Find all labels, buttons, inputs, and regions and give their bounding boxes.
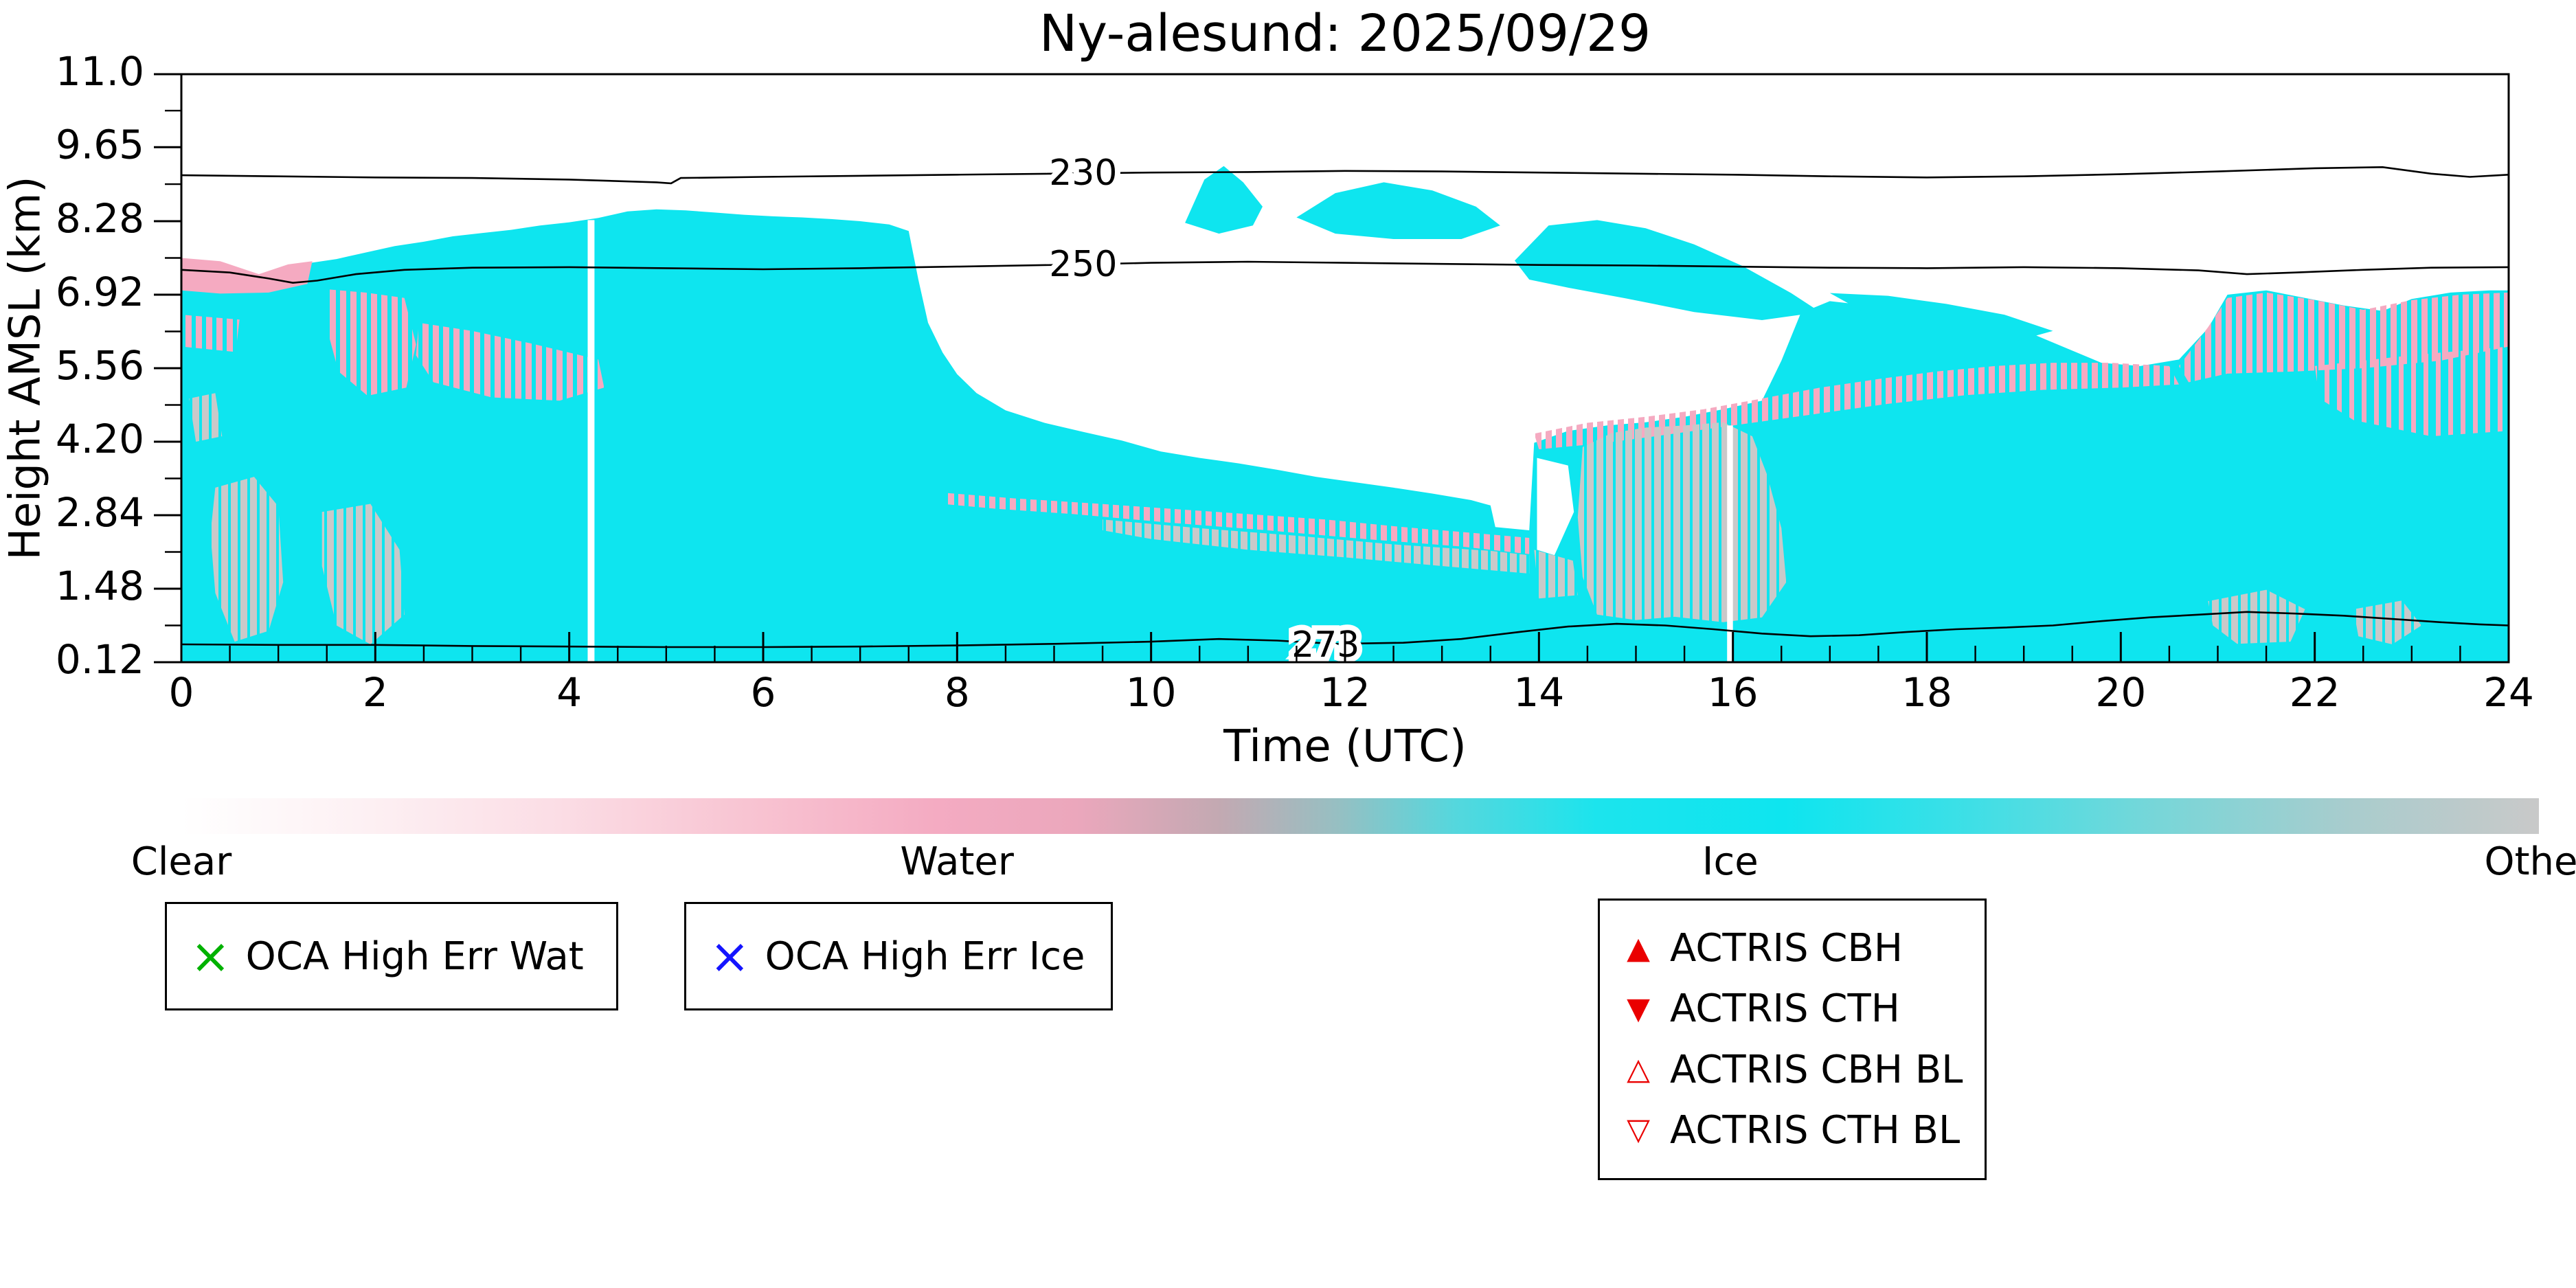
x-tick-label: 6 xyxy=(751,669,776,716)
contour-label-250: 250 xyxy=(1049,244,1117,285)
colorbar-label-ice: Ice xyxy=(1702,839,1759,884)
legend-row-cth: ▼ ACTRIS CTH xyxy=(1620,986,1900,1031)
clear-gap-1 xyxy=(587,220,595,662)
legend-label-cth-bl: ACTRIS CTH BL xyxy=(1670,1107,1961,1153)
x-tick-label: 22 xyxy=(2290,669,2340,716)
y-tick-label: 6.92 xyxy=(56,269,144,315)
legend-label-cbh: ACTRIS CBH xyxy=(1670,926,1903,971)
other-right-2 xyxy=(2353,600,2421,644)
x-tick-label: 2 xyxy=(363,669,388,716)
x-marker-blue-icon: × xyxy=(710,928,750,984)
y-tick-label: 4.20 xyxy=(56,416,144,462)
legend-oca-ice: × OCA High Err Ice xyxy=(684,902,1113,1010)
colorbar xyxy=(181,798,2539,834)
x-tick-label: 10 xyxy=(1126,669,1177,716)
x-tick-label: 16 xyxy=(1708,669,1759,716)
x-tick-label: 14 xyxy=(1513,669,1564,716)
axes-frame xyxy=(180,73,2510,664)
ice-patch-3 xyxy=(1515,220,1820,320)
other-mid-left xyxy=(1534,550,1578,599)
y-tick-label: 8.28 xyxy=(56,195,144,242)
triangle-down-open-icon: ▽ xyxy=(1627,1112,1650,1148)
ice-main xyxy=(181,209,2509,662)
y-tick-label: 5.56 xyxy=(56,342,144,389)
y-tick-label: 11.0 xyxy=(56,48,144,95)
clear-notch xyxy=(1537,457,1574,556)
y-axis-label: Height AMSL (km) xyxy=(0,176,50,561)
colorbar-label-water: Water xyxy=(900,839,1014,884)
x-tick-label: 0 xyxy=(169,669,194,716)
y-tick-label: 2.84 xyxy=(56,489,144,536)
y-tick-label: 1.48 xyxy=(56,563,144,609)
other-mid-big xyxy=(1577,422,1787,622)
legend-row-cbh-bl: △ ACTRIS CBH BL xyxy=(1620,1048,1963,1092)
x-axis-label: Time (UTC) xyxy=(1223,721,1467,772)
other-right-1 xyxy=(2208,589,2305,644)
x-tick-label: 20 xyxy=(2095,669,2146,716)
x-tick-label: 12 xyxy=(1320,669,1370,716)
y-tick-label: 0.12 xyxy=(56,636,144,683)
x-marker-green-icon: × xyxy=(190,928,231,984)
legend-label-cbh-bl: ACTRIS CBH BL xyxy=(1670,1047,1963,1092)
x-tick-label: 24 xyxy=(2483,669,2534,716)
triangle-down-filled-icon: ▼ xyxy=(1627,991,1650,1026)
x-tick-label: 8 xyxy=(945,669,970,716)
contour-line-273 xyxy=(181,611,2509,648)
ice-patch-2 xyxy=(1296,182,1500,239)
legend-actris: ▲ ACTRIS CBH ▼ ACTRIS CTH △ ACTRIS CBH B… xyxy=(1598,899,1987,1180)
other-left-1 xyxy=(210,477,284,642)
water-left-streaks-1 xyxy=(326,289,416,396)
legend-oca-wat: × OCA High Err Wat xyxy=(165,902,618,1010)
triangle-up-open-icon: △ xyxy=(1627,1052,1650,1087)
ice-patch-4 xyxy=(1829,293,2053,342)
contour-line-230 xyxy=(181,166,2509,185)
x-tick-label: 4 xyxy=(556,669,582,716)
legend-label-cth: ACTRIS CTH xyxy=(1670,986,1900,1032)
y-tick-label: 9.65 xyxy=(56,121,144,168)
chart-title: Ny-alesund: 2025/09/29 xyxy=(1039,4,1651,63)
colorbar-labels: Clear Water Ice Other xyxy=(131,839,2576,885)
colorbar-label-other: Other xyxy=(2484,839,2576,884)
cloud-field: 230 250 273 xyxy=(181,147,2509,666)
contour-label-230: 230 xyxy=(1049,152,1117,194)
legend-label-oca-ice: OCA High Err Ice xyxy=(765,934,1085,979)
water-right-streaks xyxy=(2314,346,2509,437)
water-band-descending xyxy=(947,493,1530,554)
other-left-2 xyxy=(321,504,405,644)
other-band-mid xyxy=(1103,519,1530,574)
legend-row-cbh: ▲ ACTRIS CBH xyxy=(1620,926,1903,971)
contour-line-250 xyxy=(181,260,2509,284)
other-left-3 xyxy=(189,393,223,442)
contour-label-273: 273 xyxy=(1291,624,1359,666)
legend-label-oca-wat: OCA High Err Wat xyxy=(245,934,584,979)
ice-patch-1 xyxy=(1185,166,1263,234)
x-tick-label: 18 xyxy=(1901,669,1952,716)
water-left-small xyxy=(181,315,240,352)
colorbar-label-clear: Clear xyxy=(131,839,232,884)
triangle-up-filled-icon: ▲ xyxy=(1627,930,1650,966)
water-left-streaks-2 xyxy=(416,322,605,401)
legend-row-cth-bl: ▽ ACTRIS CTH BL xyxy=(1620,1108,1960,1153)
clear-gap-2 xyxy=(1727,425,1733,662)
